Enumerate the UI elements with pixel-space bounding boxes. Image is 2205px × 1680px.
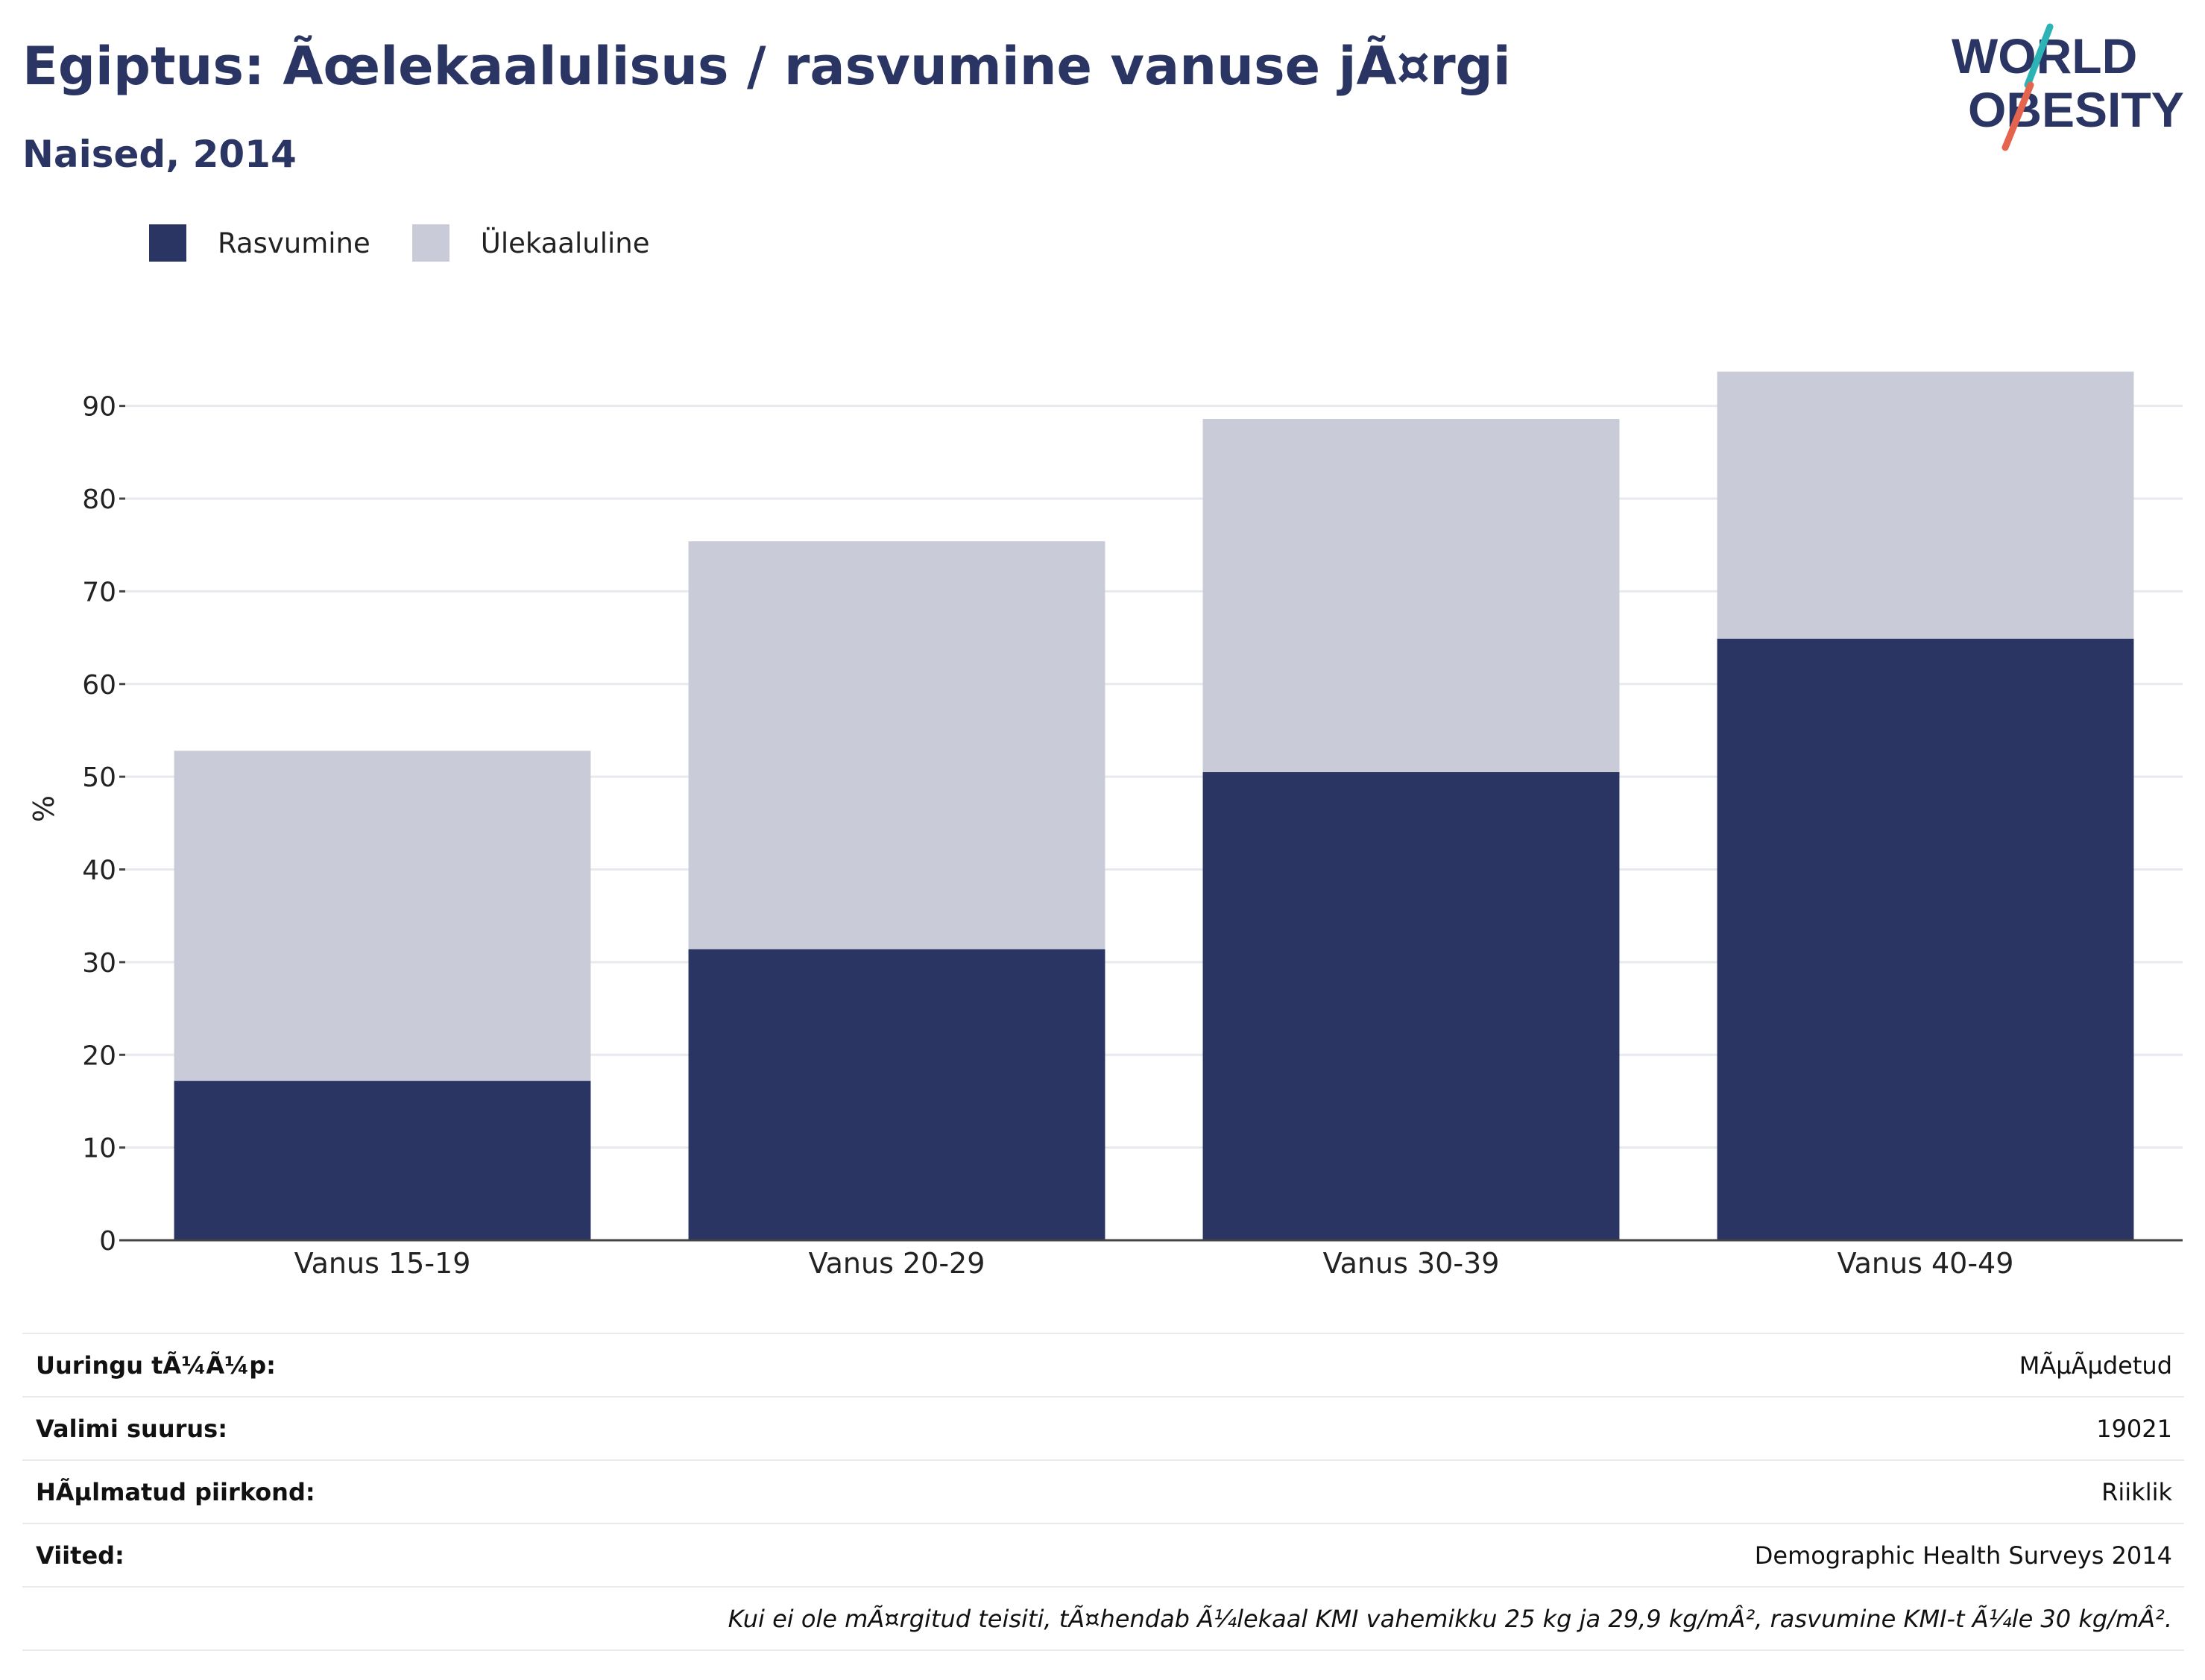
y-axis-label: % xyxy=(28,795,60,822)
logo-word-obesity: OBESITY xyxy=(1968,82,2184,137)
x-tick-label: Vanus 40-49 xyxy=(1838,1247,2014,1280)
info-value: MÃµÃµdetud xyxy=(2019,1351,2172,1380)
legend-item-rasvumine: Rasvumine xyxy=(149,224,370,262)
logo-slash-teal xyxy=(2024,23,2054,89)
info-footnote: Kui ei ole mÃ¤rgitud teisiti, tÃ¤hendab … xyxy=(22,1586,2184,1651)
bar-ulekaaluline xyxy=(174,751,591,1081)
bar-rasvumine xyxy=(1202,771,1620,1240)
footnote-text: Kui ei ole mÃ¤rgitud teisiti, tÃ¤hendab … xyxy=(728,1604,2172,1633)
info-label: Valimi suurus: xyxy=(36,1414,228,1443)
world-obesity-logo: WORLD OBESITY xyxy=(1952,23,2184,151)
y-tick-label: 70 xyxy=(82,577,116,607)
bar-rasvumine xyxy=(1717,638,2134,1240)
survey-info-table: Uuringu tÃ¼Ã¼p: MÃµÃµdetud Valimi suurus… xyxy=(22,1333,2184,1651)
y-tick-label: 0 xyxy=(99,1226,116,1257)
legend-item-ulekaaluline: Ülekaaluline xyxy=(411,224,650,262)
x-tick-label: Vanus 30-39 xyxy=(1323,1247,1500,1280)
y-tick-label: 20 xyxy=(82,1040,116,1071)
stacked-bar-chart: 0 10 20 30 40 50 60 70 80 90% Vanus 15-19 Vanus 20-… xyxy=(28,371,2183,1280)
info-row-sample-size: Valimi suurus: 19021 xyxy=(22,1396,2184,1459)
info-row-survey-type: Uuringu tÃ¼Ã¼p: MÃµÃµdetud xyxy=(22,1333,2184,1396)
info-row-coverage: HÃµlmatud piirkond: Riiklik xyxy=(22,1459,2184,1523)
logo-slash-red xyxy=(2001,81,2034,151)
x-tick-label: Vanus 20-29 xyxy=(809,1247,985,1280)
info-value: Riiklik xyxy=(2101,1477,2172,1506)
y-tick-label: 50 xyxy=(82,762,116,793)
bar-ulekaaluline xyxy=(688,541,1105,950)
legend-label-rasvumine: Rasvumine xyxy=(218,227,370,259)
y-tick-label: 30 xyxy=(82,948,116,979)
y-tick-label: 10 xyxy=(82,1134,116,1164)
info-value: Demographic Health Surveys 2014 xyxy=(1754,1541,2172,1570)
legend-swatch-rasvumine xyxy=(149,224,186,262)
y-tick-label: 40 xyxy=(82,856,116,886)
legend-swatch-ulekaaluline xyxy=(411,224,449,262)
legend-label-ulekaaluline: Ülekaaluline xyxy=(480,227,650,259)
info-label: Viited: xyxy=(36,1541,124,1570)
bar-rasvumine xyxy=(174,1081,591,1240)
chart-subtitle: Naised, 2014 xyxy=(22,133,297,176)
y-tick-label: 80 xyxy=(82,484,116,515)
bar-rasvumine xyxy=(688,949,1105,1240)
y-tick-label: 60 xyxy=(82,670,116,701)
info-label: HÃµlmatud piirkond: xyxy=(36,1477,315,1506)
bar-ulekaaluline xyxy=(1202,419,1620,772)
info-label: Uuringu tÃ¼Ã¼p: xyxy=(36,1351,276,1380)
bar-ulekaaluline xyxy=(1717,371,2134,639)
info-row-references: Viited: Demographic Health Surveys 2014 xyxy=(22,1523,2184,1586)
y-tick-label: 90 xyxy=(82,392,116,423)
x-tick-label: Vanus 15-19 xyxy=(294,1247,471,1280)
info-value: 19021 xyxy=(2096,1414,2172,1443)
chart-legend: Rasvumine Ülekaaluline xyxy=(149,222,692,264)
chart-title: Egiptus: Ãœlekaalulisus / rasvumine vanu… xyxy=(22,36,1511,97)
